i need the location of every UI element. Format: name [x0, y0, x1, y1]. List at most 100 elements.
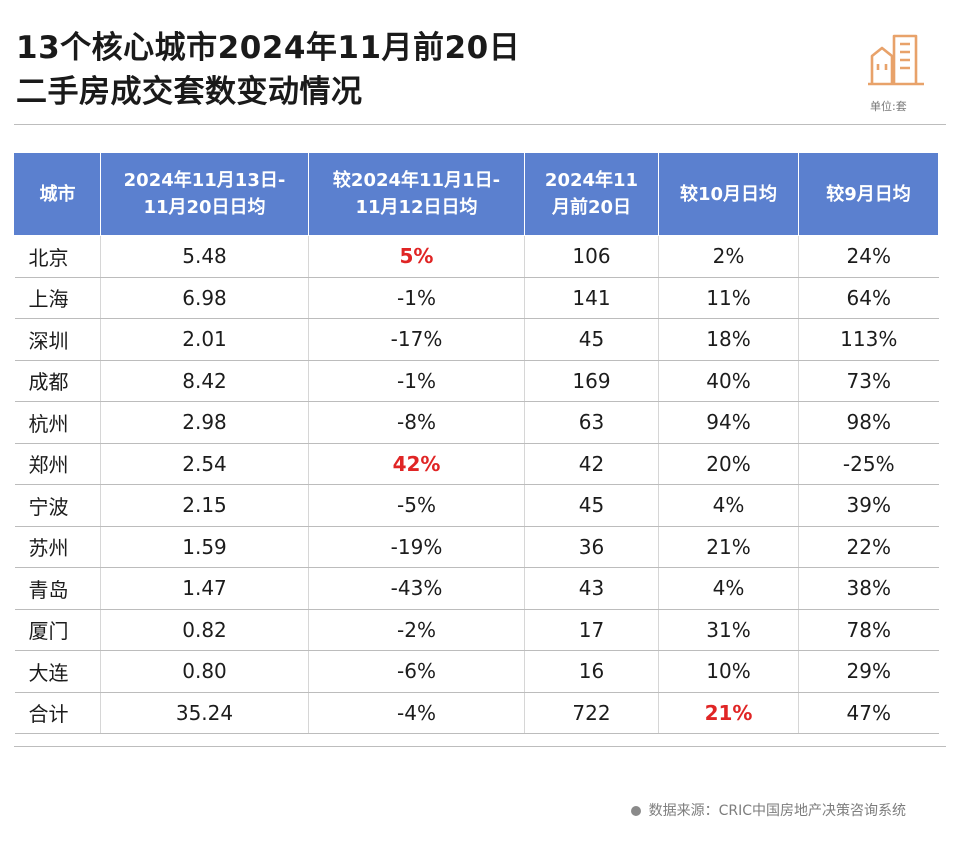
value-cell: -1% [308, 277, 525, 319]
value-cell: 0.80 [100, 650, 309, 693]
column-header-line: 城市 [39, 183, 76, 205]
table-row: 北京 5.48 5% 106 2% 24% [14, 235, 939, 278]
city-cell: 大连 [14, 650, 101, 693]
city-cell: 厦门 [14, 609, 101, 651]
value-cell: 8.42 [100, 360, 309, 402]
source-text: 数据来源：CRIC中国房地产决策咨询系统 [648, 803, 906, 819]
value-cell: 45 [524, 484, 659, 527]
value-cell: 2.54 [100, 443, 309, 485]
city-cell: 成都 [14, 360, 101, 402]
city-cell: 郑州 [14, 443, 101, 485]
value-cell: 113% [798, 318, 939, 361]
bullet-dot-icon [630, 806, 641, 816]
value-cell: -2% [308, 609, 525, 651]
table-row: 宁波 2.15 -5% 45 4% 39% [14, 484, 939, 527]
value-cell: -43% [308, 567, 525, 610]
column-header: 城市 [14, 152, 101, 236]
value-cell: 18% [658, 318, 799, 361]
table-header-row: 城市 2024年11月13日- 11月20日日均 较2024年11月1日- 11月12日… [14, 152, 939, 236]
column-header-line: 较2024年11月1日- [332, 170, 501, 191]
value-cell: 42 [524, 443, 659, 485]
value-cell: 0.82 [100, 609, 309, 651]
value-cell: -5% [308, 484, 525, 527]
column-header-line: 2024年11 [544, 170, 639, 191]
value-cell: 39% [798, 484, 939, 527]
value-cell: 31% [658, 609, 799, 651]
column-header-line: 较9月日均 [826, 183, 911, 205]
value-cell: -6% [308, 650, 525, 693]
value-cell: -8% [308, 401, 525, 444]
value-cell: 64% [798, 277, 939, 319]
value-cell: 2.15 [100, 484, 309, 527]
value-cell: 4% [658, 484, 799, 527]
city-cell: 杭州 [14, 401, 101, 444]
value-cell: -1% [308, 360, 525, 402]
value-cell: 4% [658, 567, 799, 610]
value-cell: 11% [658, 277, 799, 319]
value-cell: 40% [658, 360, 799, 402]
column-header: 2024年11月13日- 11月20日日均 [100, 152, 309, 236]
value-cell: 21% [658, 526, 799, 568]
column-header: 较10月日均 [658, 152, 799, 236]
value-cell: 24% [798, 235, 939, 278]
table-row: 苏州 1.59 -19% 36 21% 22% [14, 526, 939, 568]
table-row: 杭州 2.98 -8% 63 94% 98% [14, 401, 939, 444]
value-cell: 169 [524, 360, 659, 402]
column-header-line: 月前20日 [551, 197, 632, 218]
value-cell: 5% [308, 235, 525, 278]
value-cell: 21% [658, 692, 799, 734]
value-cell: 2.98 [100, 401, 309, 444]
title-line-2: 二手房成交套数变动情况 [16, 74, 363, 110]
value-cell: -17% [308, 318, 525, 361]
title-line-1: 13个核心城市2024年11月前20日 [16, 30, 521, 66]
value-cell: 35.24 [100, 692, 309, 734]
table-row: 成都 8.42 -1% 169 40% 73% [14, 360, 939, 402]
value-cell: 16 [524, 650, 659, 693]
value-cell: 78% [798, 609, 939, 651]
table-row: 合计 35.24 -4% 722 21% 47% [14, 692, 939, 734]
value-cell: 45 [524, 318, 659, 361]
value-cell: 63 [524, 401, 659, 444]
value-cell: 22% [798, 526, 939, 568]
value-cell: 5.48 [100, 235, 309, 278]
value-cell: -19% [308, 526, 525, 568]
city-cell: 宁波 [14, 484, 101, 527]
value-cell: 10% [658, 650, 799, 693]
value-cell: 38% [798, 567, 939, 610]
column-header-line: 2024年11月13日- [123, 170, 286, 191]
city-cell: 苏州 [14, 526, 101, 568]
value-cell: 43 [524, 567, 659, 610]
page-title: 13个核心城市2024年11月前20日 二手房成交套数变动情况 [16, 26, 520, 114]
column-header: 2024年11 月前20日 [524, 152, 659, 236]
table-row: 深圳 2.01 -17% 45 18% 113% [14, 318, 939, 361]
value-cell: 47% [798, 692, 939, 734]
city-cell: 青岛 [14, 567, 101, 610]
value-cell: 722 [524, 692, 659, 734]
value-cell: 106 [524, 235, 659, 278]
table-row: 厦门 0.82 -2% 17 31% 78% [14, 609, 939, 651]
value-cell: 98% [798, 401, 939, 444]
value-cell: 20% [658, 443, 799, 485]
value-cell: -25% [798, 443, 939, 485]
city-cell: 北京 [14, 235, 101, 278]
table-row: 青岛 1.47 -43% 43 4% 38% [14, 567, 939, 610]
unit-label: 单位:套 [870, 100, 907, 113]
value-cell: 73% [798, 360, 939, 402]
value-cell: 141 [524, 277, 659, 319]
value-cell: 2% [658, 235, 799, 278]
column-header-line: 11月20日日均 [143, 197, 266, 218]
data-source: 数据来源：CRIC中国房地产决策咨询系统 [630, 800, 906, 820]
column-header: 较9月日均 [798, 152, 939, 236]
value-cell: 29% [798, 650, 939, 693]
table-row: 郑州 2.54 42% 42 20% -25% [14, 443, 939, 485]
value-cell: 94% [658, 401, 799, 444]
city-cell: 深圳 [14, 318, 101, 361]
value-cell: 2.01 [100, 318, 309, 361]
transaction-table: 城市 2024年11月13日- 11月20日日均 较2024年11月1日- 11月12日… [14, 152, 939, 734]
value-cell: 1.47 [100, 567, 309, 610]
value-cell: 1.59 [100, 526, 309, 568]
city-cell: 上海 [14, 277, 101, 319]
table-body: 北京 5.48 5% 106 2% 24% 上海 6.98 -1% 141 11% 64% 深圳 2.01… [14, 235, 939, 734]
table-row: 上海 6.98 -1% 141 11% 64% [14, 277, 939, 319]
value-cell: 36 [524, 526, 659, 568]
